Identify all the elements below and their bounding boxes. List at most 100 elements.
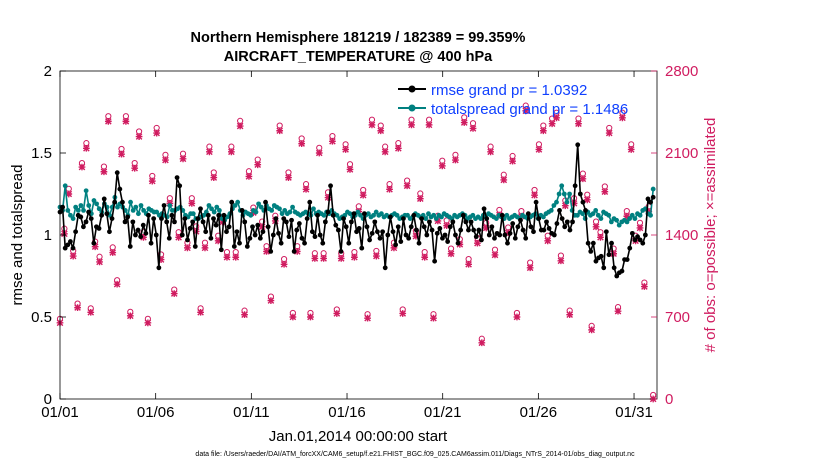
rmse-point xyxy=(335,227,341,233)
rmse-point xyxy=(536,216,542,222)
rmse-point xyxy=(512,235,518,241)
rmse-point xyxy=(169,212,175,218)
obs-assimilated-point xyxy=(245,173,253,180)
obs-assimilated-point xyxy=(539,127,547,135)
spread-point xyxy=(232,203,238,208)
rmse-point xyxy=(289,217,294,223)
spread-point xyxy=(277,206,282,212)
rmse-point xyxy=(440,235,445,241)
spread-point xyxy=(347,211,353,217)
obs-assimilated-point xyxy=(302,185,310,193)
obs-assimilated-point xyxy=(293,248,301,255)
spread-point xyxy=(68,212,73,218)
obs-assimilated-point xyxy=(210,174,218,181)
rmse-point xyxy=(603,229,609,235)
spread-point xyxy=(130,208,136,213)
y-tick-label-right: 0 xyxy=(665,391,673,408)
rmse-point xyxy=(341,216,346,222)
spread-point xyxy=(258,204,264,210)
rmse-point xyxy=(276,230,281,236)
spread-point xyxy=(209,206,214,212)
spread-point xyxy=(62,183,68,189)
obs-assimilated-point xyxy=(566,311,574,319)
obs-assimilated-point xyxy=(315,149,323,157)
spread-point xyxy=(606,212,612,218)
legend-rmse-label: rmse grand pr = 1.0392 xyxy=(431,82,587,99)
obs-assimilated-point xyxy=(346,166,354,173)
rmse-point xyxy=(164,219,170,225)
rmse-point xyxy=(445,239,451,244)
obs-assimilated-point xyxy=(78,163,86,171)
obs-assimilated-point xyxy=(83,144,90,152)
spread-point xyxy=(433,216,439,222)
spread-point xyxy=(624,219,630,225)
rmse-point xyxy=(544,219,549,225)
obs-assimilated-point xyxy=(469,125,477,132)
rmse-point xyxy=(247,235,253,241)
obs-assimilated-point xyxy=(324,194,332,201)
rmse-point xyxy=(429,227,435,233)
spread-point xyxy=(561,191,567,197)
rmse-point xyxy=(455,240,461,246)
obs-assimilated-point xyxy=(263,248,270,255)
rmse-point xyxy=(320,240,326,246)
obs-assimilated-point xyxy=(487,148,494,156)
obs-assimilated-point xyxy=(394,144,402,152)
spread-point xyxy=(73,204,79,210)
rmse-point xyxy=(502,232,508,238)
rmse-point xyxy=(640,240,646,246)
obs-assimilated-point xyxy=(118,150,125,158)
rmse-point xyxy=(588,249,594,254)
spread-point xyxy=(94,201,99,207)
spread-point xyxy=(371,212,376,218)
rmse-point xyxy=(263,199,268,205)
rmse-point xyxy=(198,206,203,212)
spread-point xyxy=(256,201,261,207)
obs-assimilated-point xyxy=(197,308,204,316)
obs-assimilated-point xyxy=(342,146,349,153)
rmse-point xyxy=(62,245,68,251)
obs-assimilated-point xyxy=(482,224,490,232)
rmse-point xyxy=(286,234,292,240)
spread-point xyxy=(141,208,147,213)
chart-title: Northern Hemisphere 181219 / 182389 = 99… xyxy=(191,30,526,46)
rmse-point xyxy=(177,183,183,189)
obs-assimilated-point xyxy=(425,121,433,129)
spread-point xyxy=(551,203,557,208)
spread-point xyxy=(83,188,89,194)
rmse-point xyxy=(648,199,653,205)
spread-point xyxy=(567,191,572,197)
spread-point xyxy=(138,203,144,208)
spread-point xyxy=(282,208,288,213)
x-tick-label: 01/31 xyxy=(615,404,653,421)
rmse-point xyxy=(481,206,487,212)
spread-point xyxy=(214,204,220,210)
obs-assimilated-point xyxy=(184,244,191,252)
rmse-point xyxy=(367,237,372,243)
spread-point xyxy=(235,199,241,205)
rmse-point xyxy=(390,229,396,235)
obs-assimilated-point xyxy=(276,127,284,135)
rmse-point xyxy=(174,175,180,181)
rmse-point xyxy=(377,235,383,241)
y-axis-label-left: rmse and totalspread xyxy=(9,165,26,306)
rmse-point xyxy=(185,237,190,243)
obs-assimilated-point xyxy=(460,119,468,126)
rmse-point xyxy=(406,235,412,241)
obs-assimilated-point xyxy=(267,297,275,304)
obs-assimilated-point xyxy=(148,177,156,185)
rmse-point xyxy=(499,212,505,218)
spread-point xyxy=(650,186,656,192)
rmse-point xyxy=(523,235,529,241)
rmse-point xyxy=(525,211,531,217)
obs-assimilated-point xyxy=(548,120,556,128)
rmse-point xyxy=(567,227,573,233)
x-tick-label: 01/06 xyxy=(137,404,175,421)
obs-assimilated-point xyxy=(104,118,112,125)
obs-assimilated-point xyxy=(320,255,327,262)
rmse-point xyxy=(432,258,438,264)
obs-assimilated-point xyxy=(87,308,95,316)
obs-assimilated-point xyxy=(416,195,424,203)
rmse-point xyxy=(187,226,193,231)
spread-point xyxy=(78,203,84,208)
